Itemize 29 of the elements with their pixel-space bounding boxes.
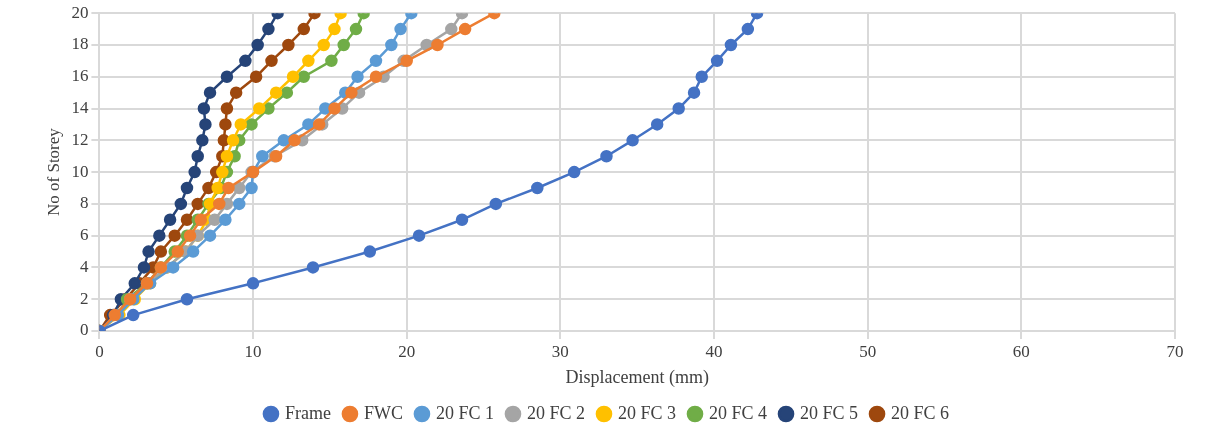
x-tick-label: 20 (398, 341, 416, 361)
x-axis-title: Displacement (mm) (565, 366, 709, 388)
y-tick-label: 6 (79, 225, 89, 245)
x-tick-label: 30 (551, 341, 569, 361)
y-tick-label: 10 (71, 161, 89, 181)
y-axis-title: No of Storey (43, 127, 63, 217)
x-tick-label: 60 (1012, 341, 1030, 361)
x-tick-label: 0 (95, 341, 104, 361)
y-tick-label: 2 (79, 288, 89, 308)
y-tick-label: 4 (79, 256, 89, 276)
legend-label: Frame (284, 402, 331, 423)
legend-label: 20 FC 5 (800, 402, 859, 423)
y-tick-label: 8 (79, 193, 89, 213)
x-tick-label: 10 (244, 341, 262, 361)
legend-label: 20 FC 3 (617, 402, 677, 423)
y-tick-label: 12 (71, 129, 89, 149)
x-tick-label: 50 (859, 341, 877, 361)
y-tick-label: 16 (71, 66, 89, 86)
x-tick-label: 70 (1166, 341, 1184, 361)
y-tick-label: 20 (71, 2, 89, 22)
legend-label: FWC (363, 402, 403, 423)
legend-label: 20 FC 4 (709, 402, 768, 423)
y-tick-label: 18 (71, 34, 89, 54)
y-tick-label: 0 (79, 320, 89, 340)
legend-label: 20 FC 1 (435, 402, 494, 423)
y-tick-label: 14 (71, 98, 89, 118)
legend-label: 20 FC 6 (891, 402, 950, 423)
x-tick-label: 40 (705, 341, 723, 361)
legend-label: 20 FC 2 (526, 402, 585, 423)
